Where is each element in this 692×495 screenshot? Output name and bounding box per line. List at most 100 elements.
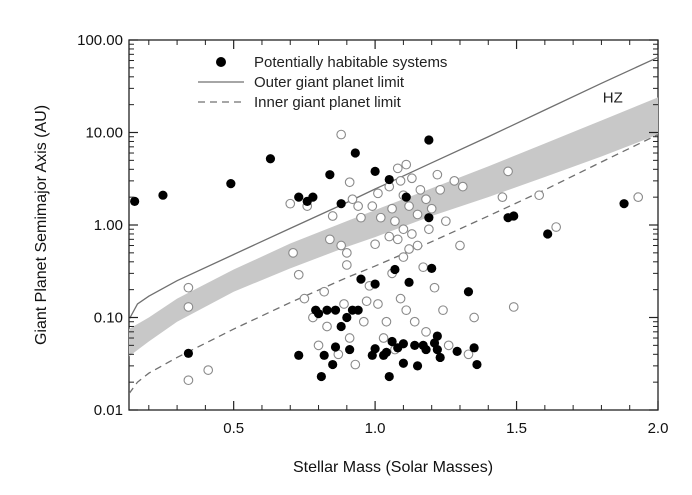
planet-system-point — [443, 340, 454, 351]
habitable-system-point — [387, 336, 397, 347]
planet-system-point — [409, 316, 420, 327]
planet-system-point — [344, 333, 355, 343]
planet-system-point — [415, 184, 426, 195]
inner-limit-line — [129, 133, 658, 395]
planet-system-point — [341, 247, 352, 258]
planet-system-point — [551, 222, 562, 232]
planet-system-point — [347, 194, 358, 205]
habitable-system-point — [336, 199, 346, 209]
habitable-system-point — [356, 274, 366, 284]
habitable-system-point — [432, 344, 442, 355]
planet-system-point — [463, 349, 474, 360]
planet-system-point — [412, 209, 423, 220]
habitable-system-point — [330, 342, 341, 352]
planet-system-point — [401, 159, 412, 170]
habitable-system-point — [424, 213, 434, 223]
habitable-system-point — [390, 264, 400, 275]
planet-system-point — [395, 176, 406, 186]
planet-system-point — [398, 224, 409, 235]
habitable-system-point — [226, 179, 236, 189]
habitable-system-point — [342, 312, 352, 323]
planet-system-point — [341, 260, 352, 270]
habitable-system-point — [370, 344, 380, 354]
habitable-system-point — [421, 344, 431, 355]
planet-system-point — [404, 244, 414, 254]
legend: Potentially habitable systems Outer giant… — [198, 54, 447, 111]
outer-limit-line — [129, 56, 658, 320]
y-tick-label: 10.00 — [85, 125, 123, 142]
habitable-system-point — [353, 305, 363, 315]
x-axis-title: Stellar Mass (Solar Masses) — [293, 459, 493, 476]
habitable-system-point — [350, 148, 360, 158]
habitable-system-point — [265, 154, 276, 164]
planet-system-point — [375, 212, 386, 223]
planet-system-point — [390, 216, 400, 227]
planet-system-point — [381, 316, 392, 327]
planet-system-point — [344, 177, 355, 188]
hz-band — [129, 97, 658, 357]
habitable-system-point — [183, 348, 194, 358]
planet-system-point — [288, 247, 298, 258]
habitable-system-point — [294, 350, 304, 360]
planet-system-point — [293, 269, 304, 280]
planet-system-point — [350, 359, 361, 370]
habitable-system-point — [322, 305, 332, 315]
planet-system-point — [469, 312, 479, 323]
habitable-system-point — [410, 340, 420, 350]
plot-area: HZ — [129, 56, 658, 395]
y-tick-label: 0.10 — [94, 310, 123, 327]
planet-system-point — [633, 192, 644, 203]
habitable-system-point — [345, 344, 355, 355]
x-tick-label: 0.5 — [223, 420, 244, 437]
habitable-system-point — [412, 361, 423, 371]
habitable-system-point — [319, 350, 329, 360]
habitable-system-point — [427, 263, 437, 273]
habitable-system-point — [294, 192, 304, 202]
planet-system-point — [327, 211, 338, 221]
planet-system-point — [457, 181, 468, 192]
legend-marker-filled — [216, 57, 226, 67]
planet-system-point — [449, 176, 460, 186]
hz-annotation: HZ — [603, 89, 623, 106]
habitable-system-point — [619, 199, 629, 209]
planet-system-point — [421, 194, 431, 205]
planet-system-point — [401, 305, 412, 316]
planet-system-point — [392, 234, 403, 245]
planet-system-point — [370, 239, 380, 250]
planet-system-point — [358, 316, 369, 327]
legend-label: Potentially habitable systems — [254, 54, 447, 71]
planet-system-point — [421, 326, 431, 337]
y-axis-title: Giant Planet Semimajor Axis (AU) — [33, 105, 50, 345]
planet-system-point — [398, 252, 409, 262]
planet-system-point — [373, 188, 383, 199]
planet-system-point — [203, 365, 214, 375]
planet-system-point — [455, 240, 465, 251]
planet-system-point — [429, 282, 440, 293]
habitable-system-point — [381, 347, 392, 357]
planet-system-point — [299, 293, 310, 304]
habitable-system-point — [472, 359, 482, 370]
habitable-system-point — [404, 277, 414, 287]
habitable-system-point — [401, 192, 411, 202]
habitable-system-point — [158, 190, 168, 200]
habitable-system-point — [308, 192, 318, 202]
planet-system-point — [435, 184, 446, 195]
planet-system-point — [183, 282, 194, 293]
habitable-system-point — [469, 343, 479, 353]
planet-system-point — [418, 262, 429, 273]
planet-system-point — [384, 231, 395, 242]
planet-system-point — [183, 302, 194, 312]
planet-system-point — [404, 201, 414, 211]
habitable-system-point — [463, 287, 474, 297]
habitable-system-point — [384, 371, 394, 382]
x-tick-label: 2.0 — [648, 420, 669, 437]
planet-system-point — [426, 203, 437, 214]
planet-system-point — [353, 201, 363, 211]
planet-system-point — [356, 212, 366, 223]
planet-system-point — [407, 173, 417, 184]
legend-label: Inner giant planet limit — [254, 94, 402, 111]
planet-system-point — [367, 201, 378, 211]
planet-system-point — [322, 321, 332, 332]
planet-system-point — [373, 299, 383, 309]
planet-system-point — [319, 286, 330, 297]
